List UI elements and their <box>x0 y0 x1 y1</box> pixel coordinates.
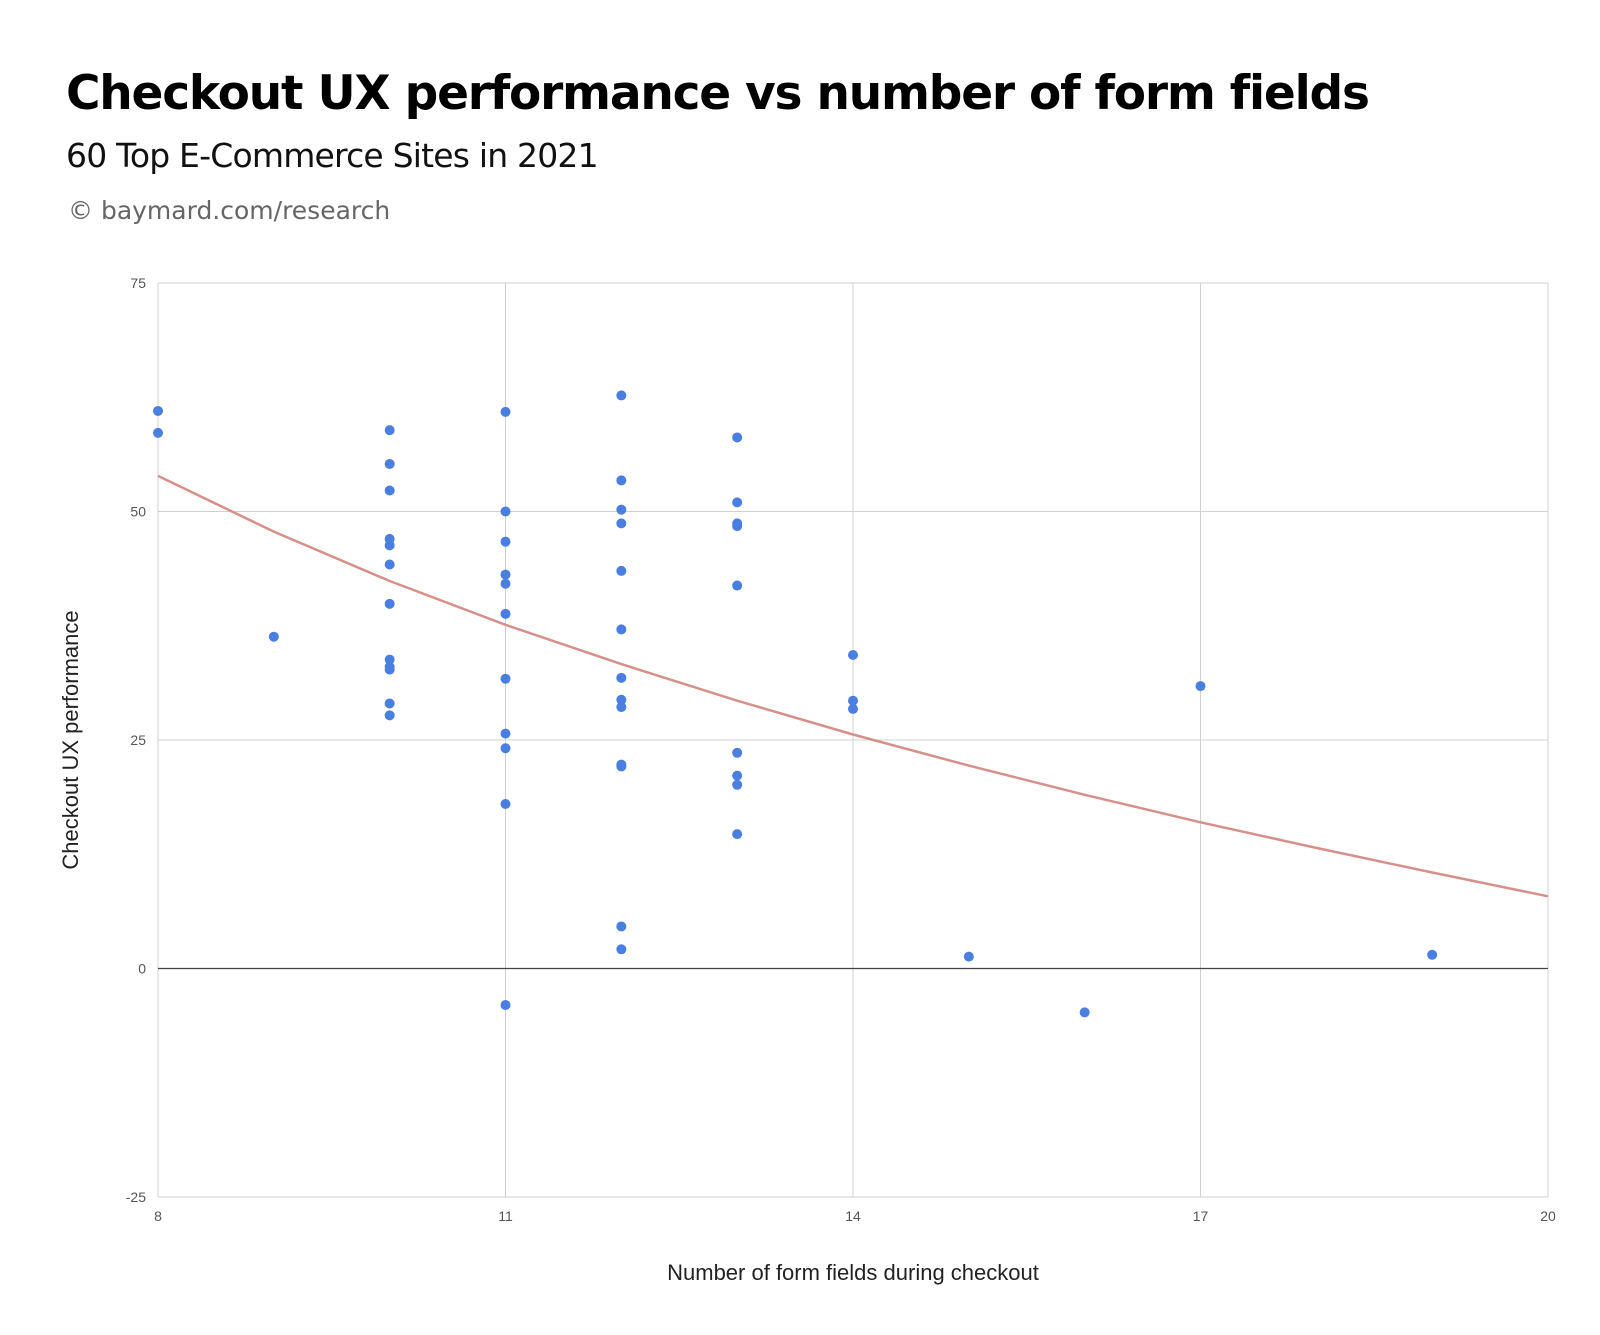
data-point <box>616 761 627 772</box>
data-point <box>384 654 395 665</box>
data-point <box>732 770 743 781</box>
data-points <box>153 390 1438 1018</box>
y-tick-label: -25 <box>126 1189 146 1205</box>
chart-subtitle: 60 Top E-Commerce Sites in 2021 <box>66 136 599 175</box>
data-point <box>384 698 395 709</box>
data-point <box>616 694 627 705</box>
chart-title: Checkout UX performance vs number of for… <box>66 66 1370 121</box>
data-point <box>732 747 743 758</box>
data-point <box>384 710 395 721</box>
source-credit: © baymard.com/research <box>68 196 391 225</box>
data-point <box>500 1000 511 1011</box>
data-point <box>616 518 627 529</box>
data-point <box>384 425 395 436</box>
y-tick-label: 50 <box>130 504 146 520</box>
data-point <box>732 779 743 790</box>
data-point <box>384 559 395 570</box>
data-point <box>732 497 743 508</box>
data-point <box>616 565 627 576</box>
x-axis-title: Number of form fields during checkout <box>667 1260 1039 1285</box>
data-point <box>384 664 395 675</box>
y-axis-title: Checkout UX performance <box>58 610 83 869</box>
trendline-layer <box>157 474 1549 898</box>
data-point <box>848 649 858 660</box>
data-point <box>1195 681 1206 692</box>
data-point <box>268 631 279 642</box>
data-point <box>500 569 511 580</box>
data-point <box>963 951 974 962</box>
data-point <box>616 475 627 486</box>
data-point <box>384 458 395 469</box>
data-point <box>848 703 858 714</box>
data-point <box>732 580 743 591</box>
data-point <box>153 405 163 416</box>
data-point <box>616 672 627 683</box>
data-point <box>500 798 511 809</box>
tick-labels: 8 11 14 17 20 -25 0 25 50 75 <box>126 275 1556 1224</box>
data-point <box>848 695 858 706</box>
data-point <box>616 702 627 713</box>
y-tick-label: 75 <box>130 275 146 291</box>
data-point <box>500 406 511 417</box>
data-point <box>732 432 743 443</box>
x-tick-label: 14 <box>845 1208 861 1224</box>
data-point <box>1427 949 1438 960</box>
data-point <box>500 728 511 739</box>
data-point <box>1079 1007 1090 1018</box>
data-point <box>732 829 743 840</box>
data-point <box>616 944 627 955</box>
data-point <box>384 485 395 496</box>
data-point <box>500 578 511 589</box>
x-tick-label: 17 <box>1193 1208 1209 1224</box>
data-point <box>384 540 395 551</box>
data-point <box>500 673 511 684</box>
data-point <box>616 504 627 515</box>
trendline <box>157 474 1549 898</box>
data-point <box>616 390 627 401</box>
data-point <box>732 521 743 532</box>
y-tick-label: 25 <box>130 732 146 748</box>
x-tick-label: 20 <box>1540 1208 1556 1224</box>
x-tick-label: 8 <box>154 1208 162 1224</box>
data-point <box>500 506 511 517</box>
data-point <box>500 743 511 754</box>
data-point <box>153 427 163 438</box>
gridlines <box>157 282 1549 1198</box>
data-point <box>500 608 511 619</box>
data-point <box>384 598 395 609</box>
y-tick-label: 0 <box>138 961 146 977</box>
data-point <box>616 624 627 635</box>
x-tick-label: 11 <box>498 1208 513 1224</box>
data-point <box>500 536 511 547</box>
data-point <box>616 921 627 932</box>
